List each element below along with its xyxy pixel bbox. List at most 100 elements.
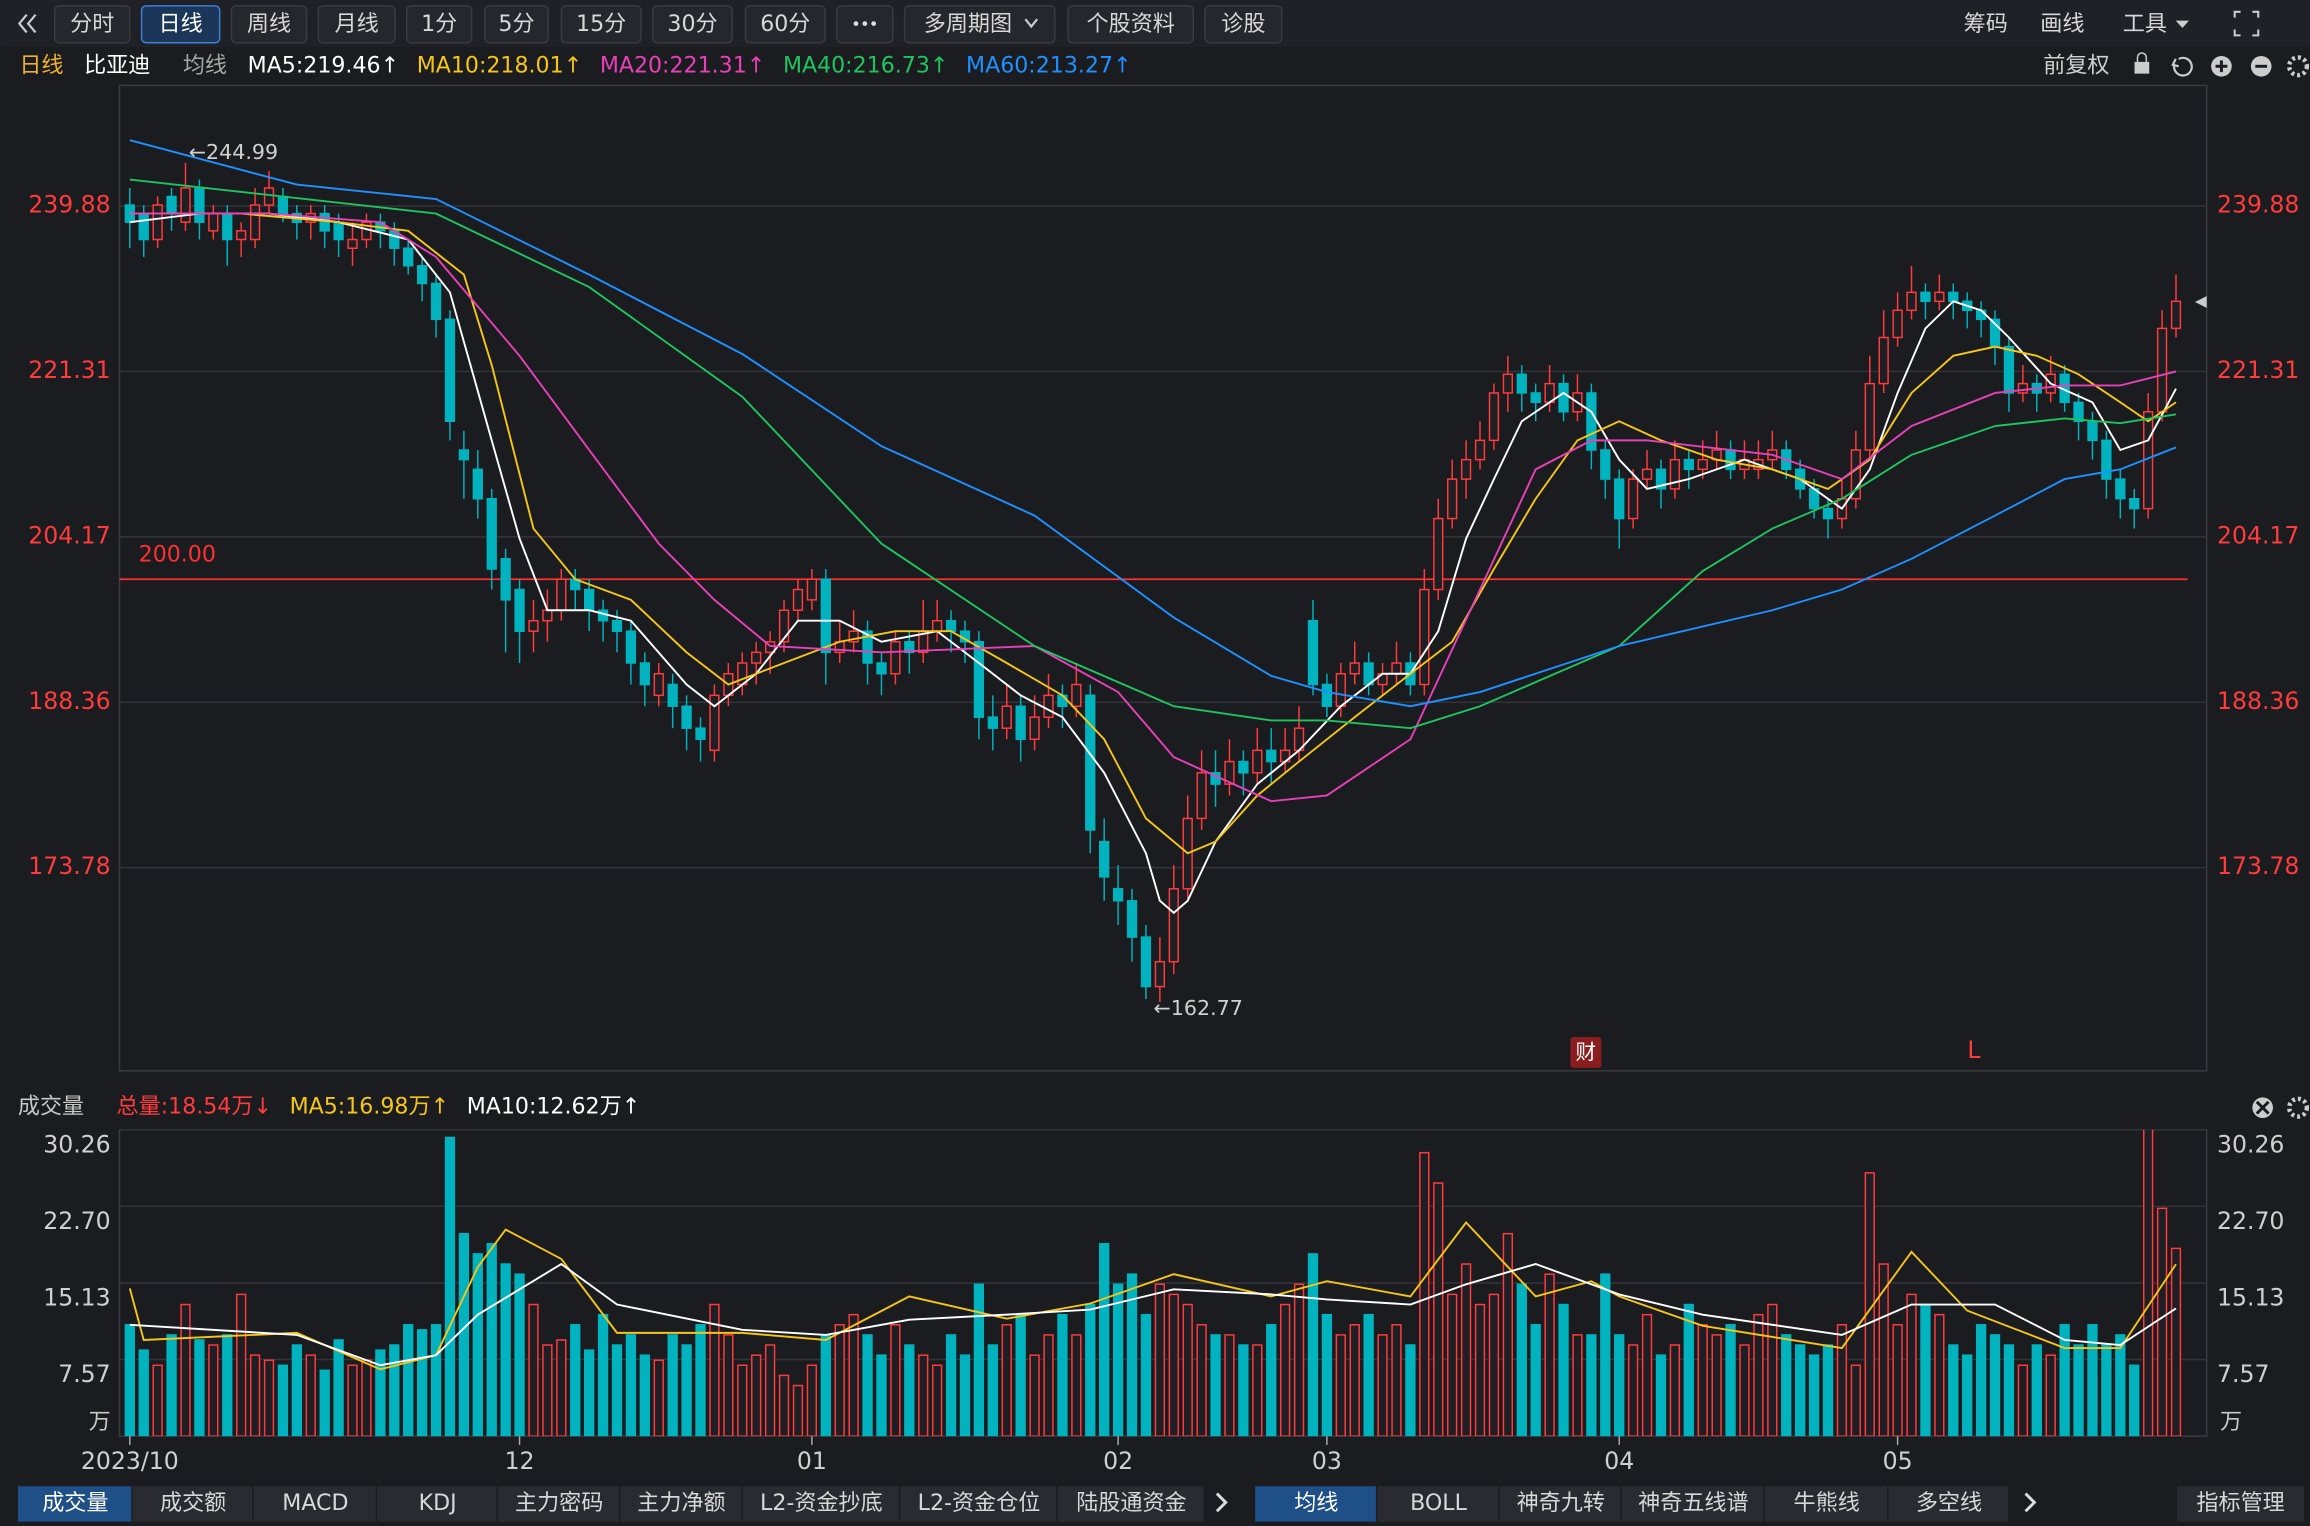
toolbar-button-label[interactable]: 日线 [159, 11, 203, 37]
indicator-tab-label[interactable]: L2-资金抄底 [760, 1490, 883, 1516]
adjust-button[interactable]: 前复权 [2043, 52, 2109, 78]
y-tick-label: 22.70 [2217, 1207, 2284, 1235]
toolbar-button-label[interactable]: 15分 [576, 11, 626, 37]
manage-tab-label[interactable]: 指标管理 [2196, 1490, 2284, 1516]
lock-icon[interactable] [2134, 61, 2150, 74]
toolbar-button[interactable] [140, 5, 221, 44]
chips-button[interactable]: 筹码 [1964, 11, 2008, 37]
indicator-tab-label[interactable]: 陆股通资金 [1076, 1490, 1186, 1516]
indicator-tab-label[interactable]: MACD [282, 1490, 348, 1516]
toolbar-button-label[interactable]: 30分 [667, 11, 717, 37]
toolbar-button-label[interactable]: 月线 [335, 11, 379, 37]
candle-body [1252, 749, 1263, 774]
indicator-tab[interactable] [620, 1486, 742, 1522]
toolbar-button[interactable] [53, 5, 131, 44]
volume-bar [1335, 1334, 1346, 1437]
toolbar-button[interactable] [230, 5, 308, 44]
settings-icon[interactable] [2286, 1096, 2310, 1119]
indicator-tab-label[interactable]: 主力密码 [515, 1490, 603, 1516]
collapse-icon[interactable] [17, 14, 37, 34]
indicator-tab-label[interactable]: 神奇九转 [1517, 1490, 1605, 1516]
indicator-tab-label[interactable]: 均线 [1294, 1490, 1338, 1516]
indicator-name: 均线 [183, 52, 227, 78]
indicator-tab[interactable] [1377, 1486, 1499, 1522]
toolbar-button[interactable] [560, 5, 642, 44]
indicator-tab-label[interactable]: 成交额 [160, 1490, 226, 1516]
toolbar-button[interactable] [651, 5, 733, 44]
volume-bar [653, 1359, 664, 1437]
volume-bar [1558, 1303, 1569, 1437]
legend-entry: MA40:216.73↑ [783, 52, 948, 78]
volume-bar [2101, 1344, 2112, 1437]
manage-tab[interactable] [2177, 1486, 2304, 1522]
toolbar-button-label[interactable]: 5分 [498, 11, 534, 37]
volume-bar [500, 1263, 511, 1437]
volume-bar [1600, 1273, 1611, 1437]
toolbar-button-label[interactable]: 分时 [70, 11, 114, 37]
toolbar-button-label[interactable]: 多周期图 [924, 11, 1012, 37]
scroll-right[interactable] [2024, 1492, 2037, 1513]
finance-marker[interactable] [1570, 1036, 1602, 1068]
candle-body [1001, 705, 1012, 729]
toolbar-button[interactable] [903, 5, 1056, 44]
indicator-tab[interactable] [1499, 1486, 1621, 1522]
tools-button[interactable]: 工具 [2123, 11, 2167, 37]
indicator-tab-label[interactable]: 成交量 [42, 1490, 108, 1516]
toolbar-button[interactable] [744, 5, 826, 44]
undo-icon[interactable] [2171, 56, 2193, 77]
indicator-tab[interactable] [377, 1486, 497, 1522]
indicator-tab[interactable] [1764, 1486, 1888, 1522]
indicator-tab[interactable] [17, 1486, 132, 1522]
indicator-tab[interactable] [1255, 1486, 1376, 1522]
draw-button[interactable]: 画线 [2040, 11, 2084, 37]
indicator-tab-label[interactable]: 牛熊线 [1794, 1490, 1860, 1516]
scroll-right[interactable] [1215, 1492, 1228, 1513]
toolbar-button[interactable] [405, 5, 473, 44]
toolbar-button[interactable] [1204, 5, 1283, 44]
indicator-tab-label[interactable]: 多空线 [1916, 1490, 1982, 1516]
indicator-tab[interactable] [253, 1486, 376, 1522]
candle-body [987, 716, 998, 729]
candle-body [1502, 373, 1514, 394]
settings-icon[interactable] [2286, 55, 2310, 78]
indicator-tab-label[interactable]: 神奇五线谱 [1638, 1490, 1748, 1516]
volume-bar [1377, 1334, 1388, 1437]
volume-legend: MA5:16.98万↑ MA10:12.62万↑ [290, 1094, 641, 1120]
indicator-tab[interactable] [1888, 1486, 2008, 1522]
toolbar-button-label[interactable]: 诊股 [1221, 11, 1265, 37]
toolbar-button[interactable] [317, 5, 396, 44]
toolbar-button-label[interactable]: 1分 [421, 11, 457, 37]
indicator-tab[interactable] [900, 1486, 1057, 1522]
toolbar-button-label[interactable]: 60分 [760, 11, 810, 37]
legend-entry: MA20:221.31↑ [600, 52, 765, 78]
volume-bar [291, 1344, 303, 1437]
indicator-tab[interactable] [132, 1486, 253, 1522]
toolbar-button-label[interactable]: 个股资料 [1087, 11, 1175, 37]
volume-bar [2115, 1334, 2126, 1437]
toolbar-button[interactable] [1067, 5, 1195, 44]
toolbar-button-label[interactable]: 周线 [247, 11, 291, 37]
indicator-tab-label[interactable]: 主力净额 [637, 1490, 725, 1516]
moving-average-line [129, 139, 2177, 708]
indicator-tab[interactable] [498, 1486, 619, 1522]
indicator-tab[interactable] [1621, 1486, 1764, 1522]
indicator-tab-label[interactable]: BOLL [1410, 1490, 1467, 1516]
volume-bar [1669, 1344, 1681, 1437]
indicator-tab-label[interactable]: L2-资金仓位 [918, 1490, 1041, 1516]
y-tick-label: 204.17 [2217, 521, 2299, 549]
indicator-tab[interactable] [1057, 1486, 1204, 1522]
candle-body [1683, 458, 1694, 471]
indicator-tab[interactable] [742, 1486, 899, 1522]
fullscreen-icon[interactable] [2233, 10, 2260, 37]
volume-bar [138, 1349, 149, 1437]
candle-body [1321, 683, 1333, 707]
volume-bar [1586, 1334, 1597, 1437]
volume-bar [2170, 1247, 2182, 1437]
indicator-tab-label[interactable]: KDJ [419, 1490, 457, 1516]
volume-bar [2073, 1344, 2084, 1437]
volume-bar [1753, 1313, 1764, 1437]
candle-body [1655, 468, 1667, 490]
candle-body [709, 694, 720, 752]
event-marker[interactable]: L [1967, 1036, 1980, 1064]
toolbar-button[interactable] [484, 5, 549, 44]
